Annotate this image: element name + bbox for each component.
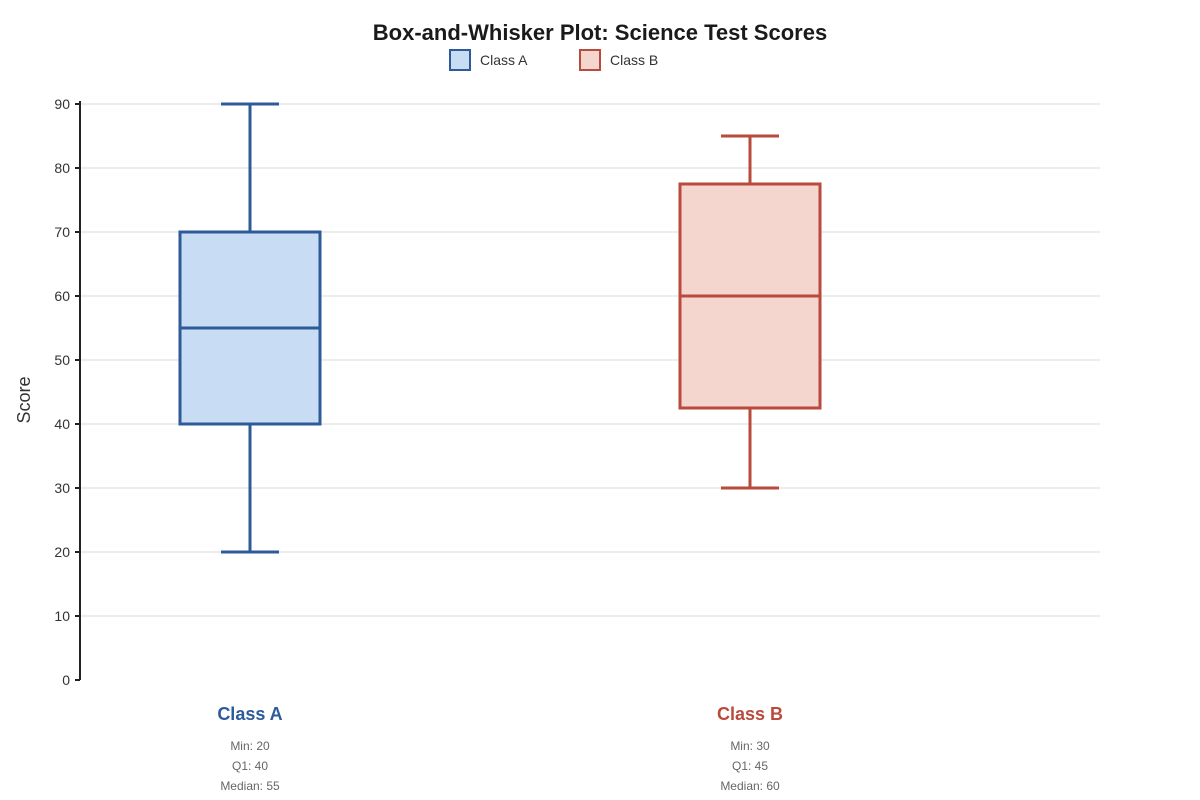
- box-group: [678, 134, 822, 490]
- boxes: [178, 102, 822, 554]
- y-tick-label: 30: [54, 480, 70, 496]
- box-group: [178, 102, 322, 554]
- chart-title: Box-and-Whisker Plot: Science Test Score…: [373, 20, 827, 45]
- legend-label: Class A: [480, 52, 528, 68]
- y-tick-label: 60: [54, 288, 70, 304]
- y-tick-label: 50: [54, 352, 70, 368]
- y-tick-label: 10: [54, 608, 70, 624]
- stat-label: Min: 20: [230, 739, 270, 753]
- stat-label: Median: 60: [720, 779, 780, 793]
- y-tick-label: 40: [54, 416, 70, 432]
- y-tick-label: 90: [54, 96, 70, 112]
- y-tick-label: 0: [62, 672, 70, 688]
- stat-label: Q1: 40: [232, 759, 268, 773]
- stat-label: Median: 55: [220, 779, 280, 793]
- y-axis-title: Score: [14, 376, 34, 423]
- y-axis: 0 10 20 30 40 50 60 70 80 90: [54, 96, 81, 688]
- legend-label: Class B: [610, 52, 658, 68]
- category-label: Class B: [717, 704, 783, 724]
- category-labels: Class A Min: 20 Q1: 40 Median: 55 Class B Min…: [217, 704, 783, 793]
- y-tick-label: 80: [54, 160, 70, 176]
- legend: Class A Class B: [449, 49, 658, 71]
- stat-label: Q1: 45: [732, 759, 768, 773]
- y-tick-label: 20: [54, 544, 70, 560]
- legend-swatch: [579, 49, 601, 71]
- stat-label: Min: 30: [730, 739, 770, 753]
- legend-swatch: [449, 49, 471, 71]
- y-tick-label: 70: [54, 224, 70, 240]
- category-label: Class A: [217, 704, 282, 724]
